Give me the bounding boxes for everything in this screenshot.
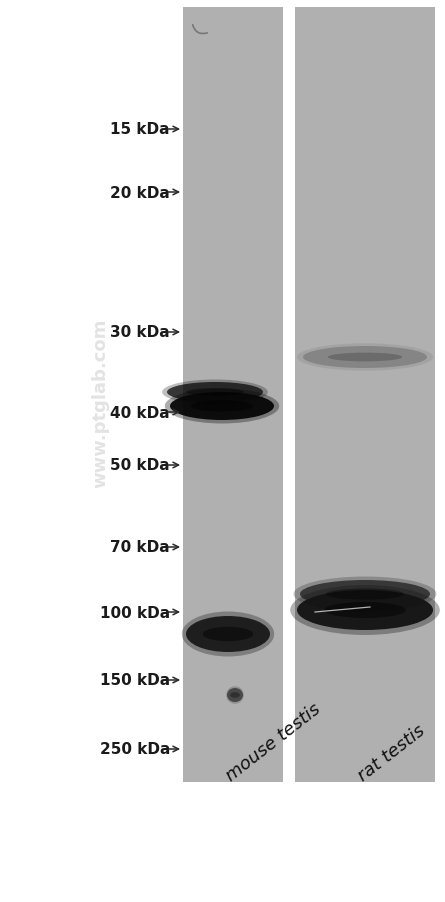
Ellipse shape bbox=[167, 382, 263, 402]
Text: 250 kDa: 250 kDa bbox=[100, 741, 170, 757]
Ellipse shape bbox=[186, 616, 270, 652]
Ellipse shape bbox=[300, 580, 430, 608]
Ellipse shape bbox=[227, 688, 243, 703]
Ellipse shape bbox=[297, 344, 433, 372]
Bar bbox=[295, 8, 435, 782]
Ellipse shape bbox=[294, 577, 437, 612]
Ellipse shape bbox=[328, 354, 402, 362]
Ellipse shape bbox=[326, 589, 404, 600]
Ellipse shape bbox=[170, 392, 274, 420]
Ellipse shape bbox=[162, 380, 268, 405]
Ellipse shape bbox=[191, 401, 253, 412]
Text: 70 kDa: 70 kDa bbox=[110, 540, 170, 555]
Text: 40 kDa: 40 kDa bbox=[110, 405, 170, 420]
Text: 50 kDa: 50 kDa bbox=[110, 458, 170, 473]
Text: www.ptglab.com: www.ptglab.com bbox=[91, 318, 109, 487]
Ellipse shape bbox=[324, 603, 406, 618]
Ellipse shape bbox=[203, 627, 253, 641]
Text: rat testis: rat testis bbox=[354, 721, 428, 784]
Text: 20 kDa: 20 kDa bbox=[110, 185, 170, 200]
Text: mouse testis: mouse testis bbox=[222, 699, 324, 784]
Ellipse shape bbox=[186, 389, 244, 397]
Ellipse shape bbox=[230, 693, 240, 698]
Text: 30 kDa: 30 kDa bbox=[110, 325, 170, 340]
Ellipse shape bbox=[182, 612, 274, 657]
Text: 15 kDa: 15 kDa bbox=[110, 123, 170, 137]
Ellipse shape bbox=[290, 585, 440, 635]
Ellipse shape bbox=[226, 686, 244, 704]
Text: 100 kDa: 100 kDa bbox=[100, 605, 170, 620]
Ellipse shape bbox=[303, 346, 427, 369]
Text: 150 kDa: 150 kDa bbox=[100, 673, 170, 687]
Bar bbox=[183, 8, 283, 782]
Ellipse shape bbox=[297, 590, 433, 630]
Ellipse shape bbox=[165, 389, 279, 424]
